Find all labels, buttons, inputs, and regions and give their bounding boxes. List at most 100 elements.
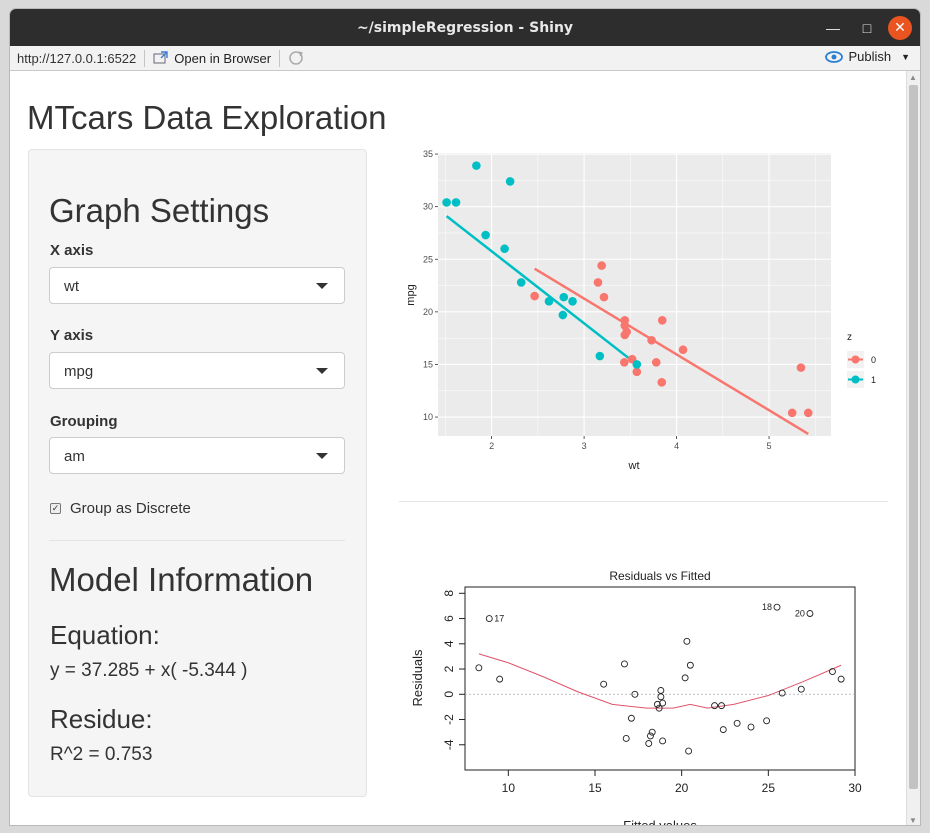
data-point-group-1: [559, 292, 569, 302]
x-tick-label: 30: [848, 781, 862, 795]
residual-point: [829, 668, 836, 676]
plot-frame: [464, 586, 856, 771]
y-axis-select[interactable]: mpg: [49, 352, 345, 389]
checkbox-checked-icon[interactable]: ✓: [50, 503, 61, 514]
model-info-heading: Model Information: [49, 561, 314, 598]
data-point-group-0: [632, 367, 642, 377]
outlier-label: 20: [795, 609, 805, 619]
x-axis-select[interactable]: wt: [49, 267, 345, 304]
residual-point: [631, 690, 639, 698]
residual-point: [659, 737, 667, 745]
toolbar-separator: [279, 49, 281, 67]
legend-label: 0: [871, 355, 876, 365]
data-point-group-0: [620, 358, 629, 367]
chevron-down-icon: [316, 283, 328, 289]
residuals-plot: Residuals vs Fitted 10 15 20 25 30 -4 -2 0 2 4 6 8 1…: [410, 569, 862, 825]
data-point-group-0: [803, 408, 813, 418]
y-tick-label: 8: [442, 590, 456, 597]
x-axis-value: wt: [64, 278, 79, 295]
y-tick-label: 25: [423, 254, 433, 264]
open-in-browser-label: Open in Browser: [174, 50, 272, 66]
plot-panel-background: [438, 153, 831, 436]
grouping-select[interactable]: am: [49, 437, 345, 474]
y-tick-label: -2: [442, 714, 456, 725]
outlier-label: 17: [494, 614, 504, 624]
rsquared-text: R^2 = 0.753: [50, 744, 153, 765]
x-tick-label: 4: [674, 441, 679, 451]
x-tick-label: 2: [489, 441, 494, 451]
minimize-icon[interactable]: —: [826, 19, 840, 36]
y-tick-label: 4: [442, 640, 456, 647]
data-point-group-1: [442, 198, 451, 207]
y-tick-label: 30: [423, 202, 433, 212]
y-tick-label: -4: [442, 739, 456, 750]
grouping-label: Grouping: [50, 413, 118, 430]
scrollbar-thumb[interactable]: [909, 85, 918, 789]
y-axis-title: Residuals: [410, 649, 425, 707]
scroll-down-icon[interactable]: ▼: [909, 816, 917, 825]
x-tick-label: 10: [502, 781, 516, 795]
residual-point: [806, 610, 814, 617]
residual-point: [778, 689, 786, 697]
residual-point: [686, 661, 694, 669]
y-tick-label: 2: [442, 665, 456, 672]
residual-point: [653, 700, 661, 708]
residual-point: [622, 734, 630, 742]
residual-point: [627, 714, 635, 722]
x-axis-title: wt: [628, 460, 640, 472]
residual-point: [648, 728, 656, 736]
x-tick-label: 20: [675, 781, 689, 795]
scrollbar[interactable]: ▲ ▼: [906, 71, 920, 825]
scroll-up-icon[interactable]: ▲: [909, 73, 917, 82]
residual-point: [647, 732, 654, 740]
scatter-plot: 2 3 4 5 10 15 20 25 30 35 wt mpg z 0 1: [405, 149, 876, 472]
residual-point: [718, 702, 725, 710]
residual-point: [763, 717, 771, 725]
publish-icon: [825, 50, 844, 63]
residual-point: [733, 719, 741, 727]
data-point-group-1: [595, 351, 605, 361]
residual-point: [711, 702, 719, 710]
open-in-browser-button[interactable]: Open in Browser: [153, 51, 271, 66]
x-tick-label: 25: [762, 781, 776, 795]
data-point-group-0: [620, 315, 630, 325]
viewer-toolbar: http://127.0.0.1:6522 Open in Browser Pu…: [10, 46, 920, 71]
equation-heading: Equation:: [50, 620, 160, 650]
close-icon[interactable]: ✕: [888, 15, 912, 40]
x-tick-label: 5: [767, 441, 772, 451]
x-tick-label: 15: [588, 781, 602, 795]
toolbar-separator: [144, 49, 146, 67]
residual-point: [655, 704, 663, 712]
residual-point: [719, 726, 727, 734]
residual-point: [797, 685, 805, 693]
data-point-group-1: [558, 310, 568, 320]
residual-point: [475, 664, 483, 672]
app-window: ~/simpleRegression - Shiny — □ ✕ http://…: [9, 8, 921, 826]
residual-point: [485, 615, 493, 623]
publish-button[interactable]: Publish ▼: [825, 49, 910, 64]
data-point-group-0: [593, 278, 603, 287]
data-point-group-0: [620, 330, 630, 340]
window-title: ~/simpleRegression - Shiny: [356, 19, 574, 36]
chevron-down-icon: [316, 368, 328, 374]
data-point-group-0: [787, 408, 797, 418]
maximize-icon[interactable]: □: [862, 19, 872, 36]
residual-point: [657, 693, 665, 701]
publish-label: Publish: [848, 49, 892, 64]
outlier-label: 18: [762, 602, 772, 612]
residual-point: [600, 680, 608, 688]
y-tick-label: 20: [423, 307, 433, 317]
data-point-group-1: [472, 161, 481, 170]
refresh-icon[interactable]: [288, 50, 304, 66]
x-axis-label: X axis: [50, 242, 94, 259]
y-axis-value: mpg: [64, 363, 94, 380]
group-discrete-checkbox[interactable]: ✓ Group as Discrete: [50, 500, 191, 517]
chevron-down-icon[interactable]: ▼: [901, 51, 910, 62]
residual-point: [685, 747, 693, 755]
window-controls: — □ ✕: [820, 9, 912, 46]
y-tick-label: 10: [423, 412, 433, 422]
graph-settings-heading: Graph Settings: [49, 192, 270, 229]
residue-heading: Residue:: [50, 704, 153, 734]
y-tick-label: 15: [423, 359, 433, 369]
data-point-group-1: [451, 198, 461, 207]
